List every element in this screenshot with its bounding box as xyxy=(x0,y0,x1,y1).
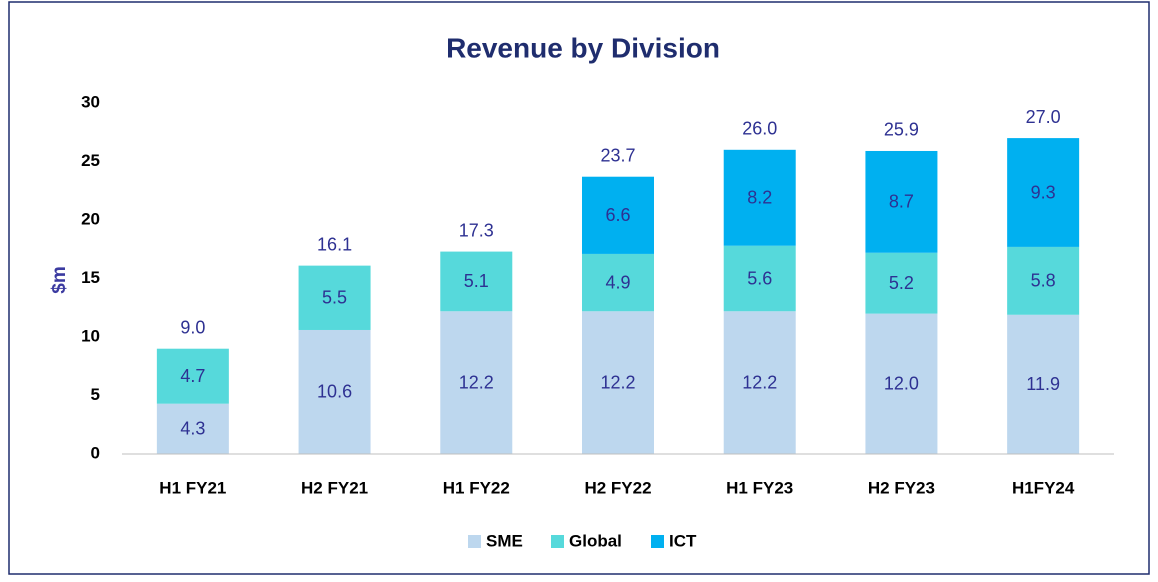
x-tick-label: H2 FY21 xyxy=(301,478,368,497)
data-label: 6.6 xyxy=(605,205,630,225)
data-label: 4.9 xyxy=(605,272,630,292)
total-label: 9.0 xyxy=(180,317,205,337)
y-tick-label: 15 xyxy=(81,268,100,287)
bar-segment xyxy=(298,265,371,330)
total-label: 26.0 xyxy=(742,119,777,139)
legend-swatch xyxy=(651,535,664,548)
data-label: 4.3 xyxy=(180,419,205,439)
data-label: 12.2 xyxy=(600,372,635,392)
bar-segment xyxy=(156,348,229,404)
data-label: 5.2 xyxy=(889,273,914,293)
y-tick-label: 30 xyxy=(81,92,100,111)
legend-swatch xyxy=(468,535,481,548)
total-label: 16.1 xyxy=(317,234,352,254)
bar-segment xyxy=(723,245,796,312)
bar-segment xyxy=(440,311,513,454)
data-label: 5.8 xyxy=(1031,271,1056,291)
data-label: 9.3 xyxy=(1031,182,1056,202)
bar-segment xyxy=(156,403,229,454)
data-label: 12.0 xyxy=(884,374,919,394)
data-label: 10.6 xyxy=(317,382,352,402)
total-label: 23.7 xyxy=(600,145,635,165)
y-tick-label: 20 xyxy=(81,209,100,228)
data-label: 12.2 xyxy=(459,372,494,392)
bar-segment xyxy=(723,149,796,246)
data-label: 11.9 xyxy=(1026,374,1060,394)
total-label: 17.3 xyxy=(459,220,494,240)
y-tick-label: 0 xyxy=(91,443,100,462)
x-tick-label: H1 FY23 xyxy=(726,478,793,497)
data-label: 5.5 xyxy=(322,288,347,308)
legend-swatch xyxy=(551,535,564,548)
bar-segment xyxy=(1007,314,1080,454)
data-label: 5.6 xyxy=(747,268,772,288)
x-tick-label: H2 FY22 xyxy=(584,478,651,497)
bar-segment xyxy=(865,150,938,253)
legend-label: ICT xyxy=(669,531,697,550)
data-label: 12.2 xyxy=(742,372,777,392)
total-label: 25.9 xyxy=(884,120,919,140)
data-label: 8.2 xyxy=(747,188,772,208)
legend-label: Global xyxy=(569,531,622,550)
y-tick-label: 5 xyxy=(91,385,100,404)
bar-segment xyxy=(1007,246,1080,315)
bar-segment xyxy=(582,253,654,312)
bar-segment xyxy=(440,251,513,312)
bar-segment xyxy=(582,311,654,454)
data-label: 8.7 xyxy=(889,192,914,212)
bar-segment xyxy=(865,252,938,314)
chart-title: Revenue by Division xyxy=(446,32,720,63)
x-tick-label: H1FY24 xyxy=(1012,478,1075,497)
data-label: 5.1 xyxy=(464,271,489,291)
y-tick-label: 10 xyxy=(81,326,100,345)
bar-segment xyxy=(723,311,796,454)
y-axis-label: $m xyxy=(49,266,70,293)
bar-segment xyxy=(582,176,654,254)
legend-label: SME xyxy=(486,531,523,550)
data-label: 4.7 xyxy=(180,366,205,386)
x-tick-label: H1 FY22 xyxy=(443,478,510,497)
bar-segment xyxy=(865,313,938,454)
bar-segment xyxy=(298,329,371,454)
chart-frame xyxy=(8,1,1150,575)
total-label: 27.0 xyxy=(1026,107,1061,127)
y-tick-label: 25 xyxy=(81,151,100,170)
x-tick-label: H2 FY23 xyxy=(868,478,935,497)
bar-segment xyxy=(1007,138,1080,247)
x-tick-label: H1 FY21 xyxy=(159,478,226,497)
